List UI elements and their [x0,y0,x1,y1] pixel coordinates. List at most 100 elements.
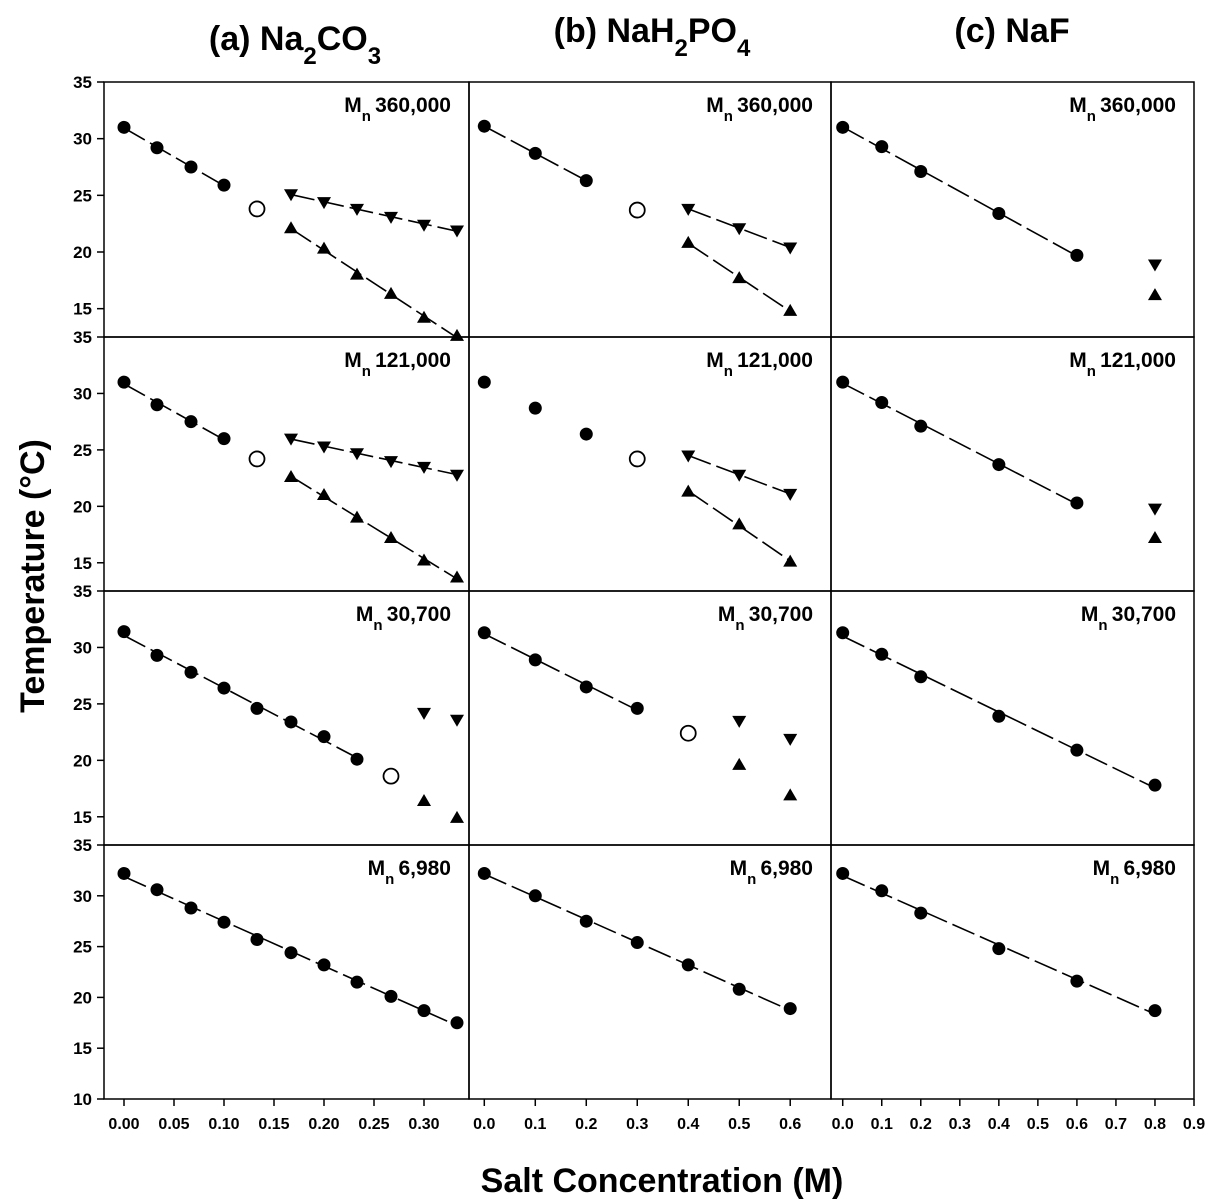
y-tick-label: 35 [73,328,92,347]
fit-line-triangle-down [290,438,458,476]
mn-label: Mn 121,000 [706,349,813,380]
x-tick-label: 0.1 [871,1116,893,1133]
data-point-circle [477,866,491,880]
x-tick-label: 0.5 [728,1116,750,1133]
data-point-triangle-up [284,221,298,234]
data-point-open-circle [679,724,697,742]
data-point-triangle-up [317,488,331,501]
data-point-open-circle [248,450,266,468]
x-tick-label: 0.30 [408,1116,439,1133]
x-tick-label: 0.25 [358,1116,389,1133]
y-tick-label: 35 [73,582,92,601]
data-point-circle [417,1004,431,1018]
data-point-circle [783,1002,797,1016]
data-point-triangle-up [1147,288,1162,301]
data-point-triangle-up [417,553,431,566]
data-point-circle [875,647,889,661]
mn-label: Mn 6,980 [1093,857,1176,888]
panel-c-mn360: Mn 360,000 [830,81,1195,338]
panel-b-mn30: Mn 30,700 [468,590,832,846]
y-tick-label: 15 [73,1039,92,1058]
panel-b-mn7: 0.0 0.1 0.2 0.3 0.4 0.5 0.6 Mn 6,980 [468,844,832,1133]
panel-b-mn360: Mn 360,000 [468,81,832,338]
data-point-open-circle [628,450,646,468]
x-tick-label: 0.9 [1183,1116,1205,1133]
data-point-circle [1070,974,1084,988]
x-tick-label: 0.3 [626,1116,648,1133]
data-point-circle [150,398,164,412]
data-point-circle [528,146,542,160]
panel-frame [103,844,470,1100]
data-point-triangle-down [417,461,431,474]
data-point-circle [477,119,491,133]
data-point-circle [1148,778,1162,792]
panel-frame [830,844,1195,1100]
panel-a-mn7: 10 15 20 25 30 35 0.00 0.05 0.10 0.15 0.20 0.25 0.30… [73,836,470,1133]
panel-a-mn360: 15 20 25 30 35 Mn 360,000 [73,73,470,341]
fit-line-triangle-down [687,454,791,495]
data-point-circle [250,701,264,715]
y-tick-label: 35 [73,836,92,855]
y-tick-label: 25 [73,938,92,957]
mn-label: Mn 121,000 [1069,349,1176,380]
data-point-circle [914,165,928,179]
y-tick-label: 15 [73,300,92,319]
data-point-circle [528,401,542,415]
panel-frame [468,336,832,592]
data-point-circle [875,395,889,409]
data-point-circle [150,883,164,897]
panel-frame [103,81,470,338]
mn-label: Mn 6,980 [368,857,451,888]
mn-label: Mn 30,700 [1081,603,1176,634]
panel-c-mn30: Mn 30,700 [830,590,1195,846]
data-point-circle [384,989,398,1003]
x-tick-label: 0.6 [779,1116,801,1133]
data-point-triangle-up [681,235,696,248]
data-point-circle [914,670,928,684]
data-point-triangle-down [417,219,431,232]
data-point-circle [579,914,593,928]
y-tick-label: 30 [73,887,92,906]
data-point-circle [184,415,198,429]
data-point-triangle-down [732,223,747,236]
fit-line-circle [123,383,225,441]
data-point-circle [284,715,298,729]
panel-c-mn7: 0.0 0.1 0.2 0.3 0.4 0.5 0.6 0.7 0.8 0.9 Mn 6,980 [830,844,1205,1133]
y-axis-title: Temperature (°C) [14,439,52,713]
data-point-circle [184,901,198,915]
data-point-circle [477,375,491,389]
data-point-circle [528,653,542,667]
mn-label: Mn 121,000 [344,349,451,380]
data-point-triangle-up [450,570,464,583]
data-point-circle [217,432,231,446]
data-point-triangle-up [681,484,696,497]
data-point-triangle-down [384,211,398,224]
data-point-circle [217,681,231,695]
data-point-circle [150,648,164,662]
data-point-triangle-up [783,303,798,316]
mn-label: Mn 30,700 [718,603,813,634]
data-point-circle [914,906,928,920]
data-point-triangle-up [317,241,331,254]
data-point-circle [1070,743,1084,757]
data-point-circle [836,375,850,389]
data-point-triangle-down [317,441,331,454]
x-tick-label: 0.4 [677,1116,699,1133]
data-point-circle [914,419,928,433]
data-point-triangle-down [1147,503,1162,516]
y-tick-label: 20 [73,243,92,262]
data-point-triangle-up [450,328,464,341]
data-point-triangle-down [384,456,398,469]
data-point-circle [579,174,593,188]
x-tick-label: 0.15 [258,1116,289,1133]
panel-frame [468,590,832,846]
y-tick-label: 25 [73,695,92,714]
data-point-circle [450,1016,464,1030]
x-tick-label: 0.4 [988,1116,1010,1133]
data-point-circle [350,752,364,766]
data-point-triangle-down [681,450,696,463]
data-point-circle [150,141,164,155]
x-tick-label: 0.0 [473,1116,495,1133]
data-point-triangle-down [450,714,464,727]
